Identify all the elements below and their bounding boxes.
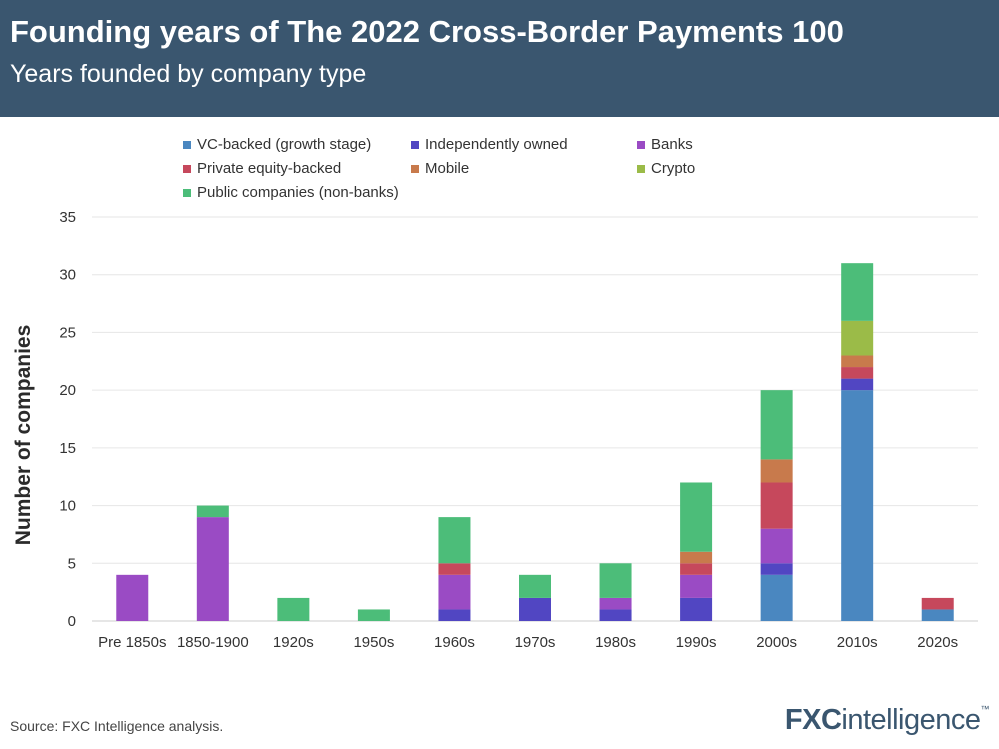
y-axis-label: Number of companies [12, 324, 35, 546]
bar-1920s-public-companies-non-banks [277, 597, 310, 621]
y-tick-label: 20 [59, 382, 76, 399]
bar-stack-1850-1900 [196, 505, 229, 621]
chart-subtitle: Years founded by company type [10, 60, 367, 88]
y-tick-label: 25 [59, 324, 76, 341]
bar-stack-pre-1850s [116, 574, 149, 621]
y-tick-label: 35 [59, 209, 76, 226]
bar-2000s-vc-backed-growth-stage [760, 574, 793, 621]
bar-1990s-private-equity-backed [680, 563, 713, 575]
bar-1980s-independently-owned [599, 609, 632, 621]
x-tick-label-2020s: 2020s [917, 634, 958, 651]
bar-2000s-banks [760, 528, 793, 564]
fxc-intelligence-logo: FXCintelligence™ [784, 704, 990, 736]
bars-layer [116, 263, 954, 621]
bar-1850-1900-public-companies-non-banks [196, 505, 229, 518]
x-tick-label-1960s: 1960s [434, 634, 475, 651]
bar-2010s-public-companies-non-banks [841, 263, 874, 321]
bar-stack-1960s [438, 517, 471, 621]
x-tick-label-2000s: 2000s [756, 634, 797, 651]
header-banner: Founding years of The 2022 Cross-Border … [0, 0, 999, 117]
x-tick-label-1980s: 1980s [595, 634, 636, 651]
bar-stack-1990s [680, 482, 713, 621]
x-tick-label-1990s: 1990s [676, 634, 717, 651]
bar-1990s-mobile [680, 551, 713, 564]
bar-1960s-public-companies-non-banks [438, 517, 471, 564]
bar-stack-2000s [760, 390, 793, 621]
y-tick-label: 30 [59, 267, 76, 284]
bar-2010s-private-equity-backed [841, 367, 874, 379]
bar-1990s-banks [680, 574, 713, 598]
x-tick-label-1970s: 1970s [515, 634, 556, 651]
bar-1850-1900-banks [196, 517, 229, 621]
bar-stack-1980s [599, 563, 632, 621]
bar-1960s-private-equity-backed [438, 563, 471, 575]
bar-1960s-independently-owned [438, 609, 471, 621]
x-axis-ticks: Pre 1850s 1850-1900 1920s 1950s 1960s 1970s 19… [98, 634, 958, 651]
bar-stack-2010s [841, 263, 874, 621]
bar-1950s-public-companies-non-banks [357, 609, 390, 621]
bar-2010s-independently-owned [841, 378, 874, 391]
x-tick-label-1950s: 1950s [353, 634, 394, 651]
bar-2010s-mobile [841, 355, 874, 368]
x-tick-label-2010s: 2010s [837, 634, 878, 651]
bar-2000s-public-companies-non-banks [760, 390, 793, 460]
chart-title: Founding years of The 2022 Cross-Border … [10, 14, 844, 49]
bar-stack-1920s [277, 597, 310, 621]
x-tick-label-1850-1900: 1850-1900 [177, 634, 249, 651]
bar-stack-1970s [519, 574, 551, 621]
bar-1970s-independently-owned [519, 597, 551, 621]
bar-1980s-public-companies-non-banks [599, 563, 632, 598]
bar-2020s-private-equity-backed [921, 597, 954, 610]
bar-stack-2020s [921, 597, 954, 621]
y-tick-label: 0 [68, 613, 76, 630]
source-note: Source: FXC Intelligence analysis. [10, 718, 224, 734]
bar-2000s-independently-owned [760, 563, 793, 575]
bar-2000s-private-equity-backed [760, 482, 793, 529]
bar-1980s-banks [599, 597, 632, 610]
grid-layer [92, 216, 978, 622]
y-tick-label: 5 [68, 555, 76, 572]
bar-pre-1850s-banks [116, 574, 149, 621]
bar-2010s-crypto [841, 320, 874, 356]
y-axis-ticks: 0 5 10 15 20 25 30 35 [59, 209, 76, 630]
bar-2010s-vc-backed-growth-stage [841, 390, 874, 621]
y-tick-label: 10 [59, 498, 76, 515]
bar-2000s-mobile [760, 459, 793, 483]
bar-1990s-independently-owned [680, 597, 713, 621]
bar-stack-1950s [357, 609, 390, 621]
y-tick-label: 15 [59, 440, 76, 457]
bar-2020s-vc-backed-growth-stage [921, 609, 954, 621]
bar-1960s-banks [438, 574, 471, 610]
x-tick-label-1920s: 1920s [273, 634, 314, 651]
bar-1970s-public-companies-non-banks [519, 574, 551, 598]
x-tick-label-pre-1850s: Pre 1850s [98, 634, 166, 651]
bar-1990s-public-companies-non-banks [680, 482, 713, 552]
